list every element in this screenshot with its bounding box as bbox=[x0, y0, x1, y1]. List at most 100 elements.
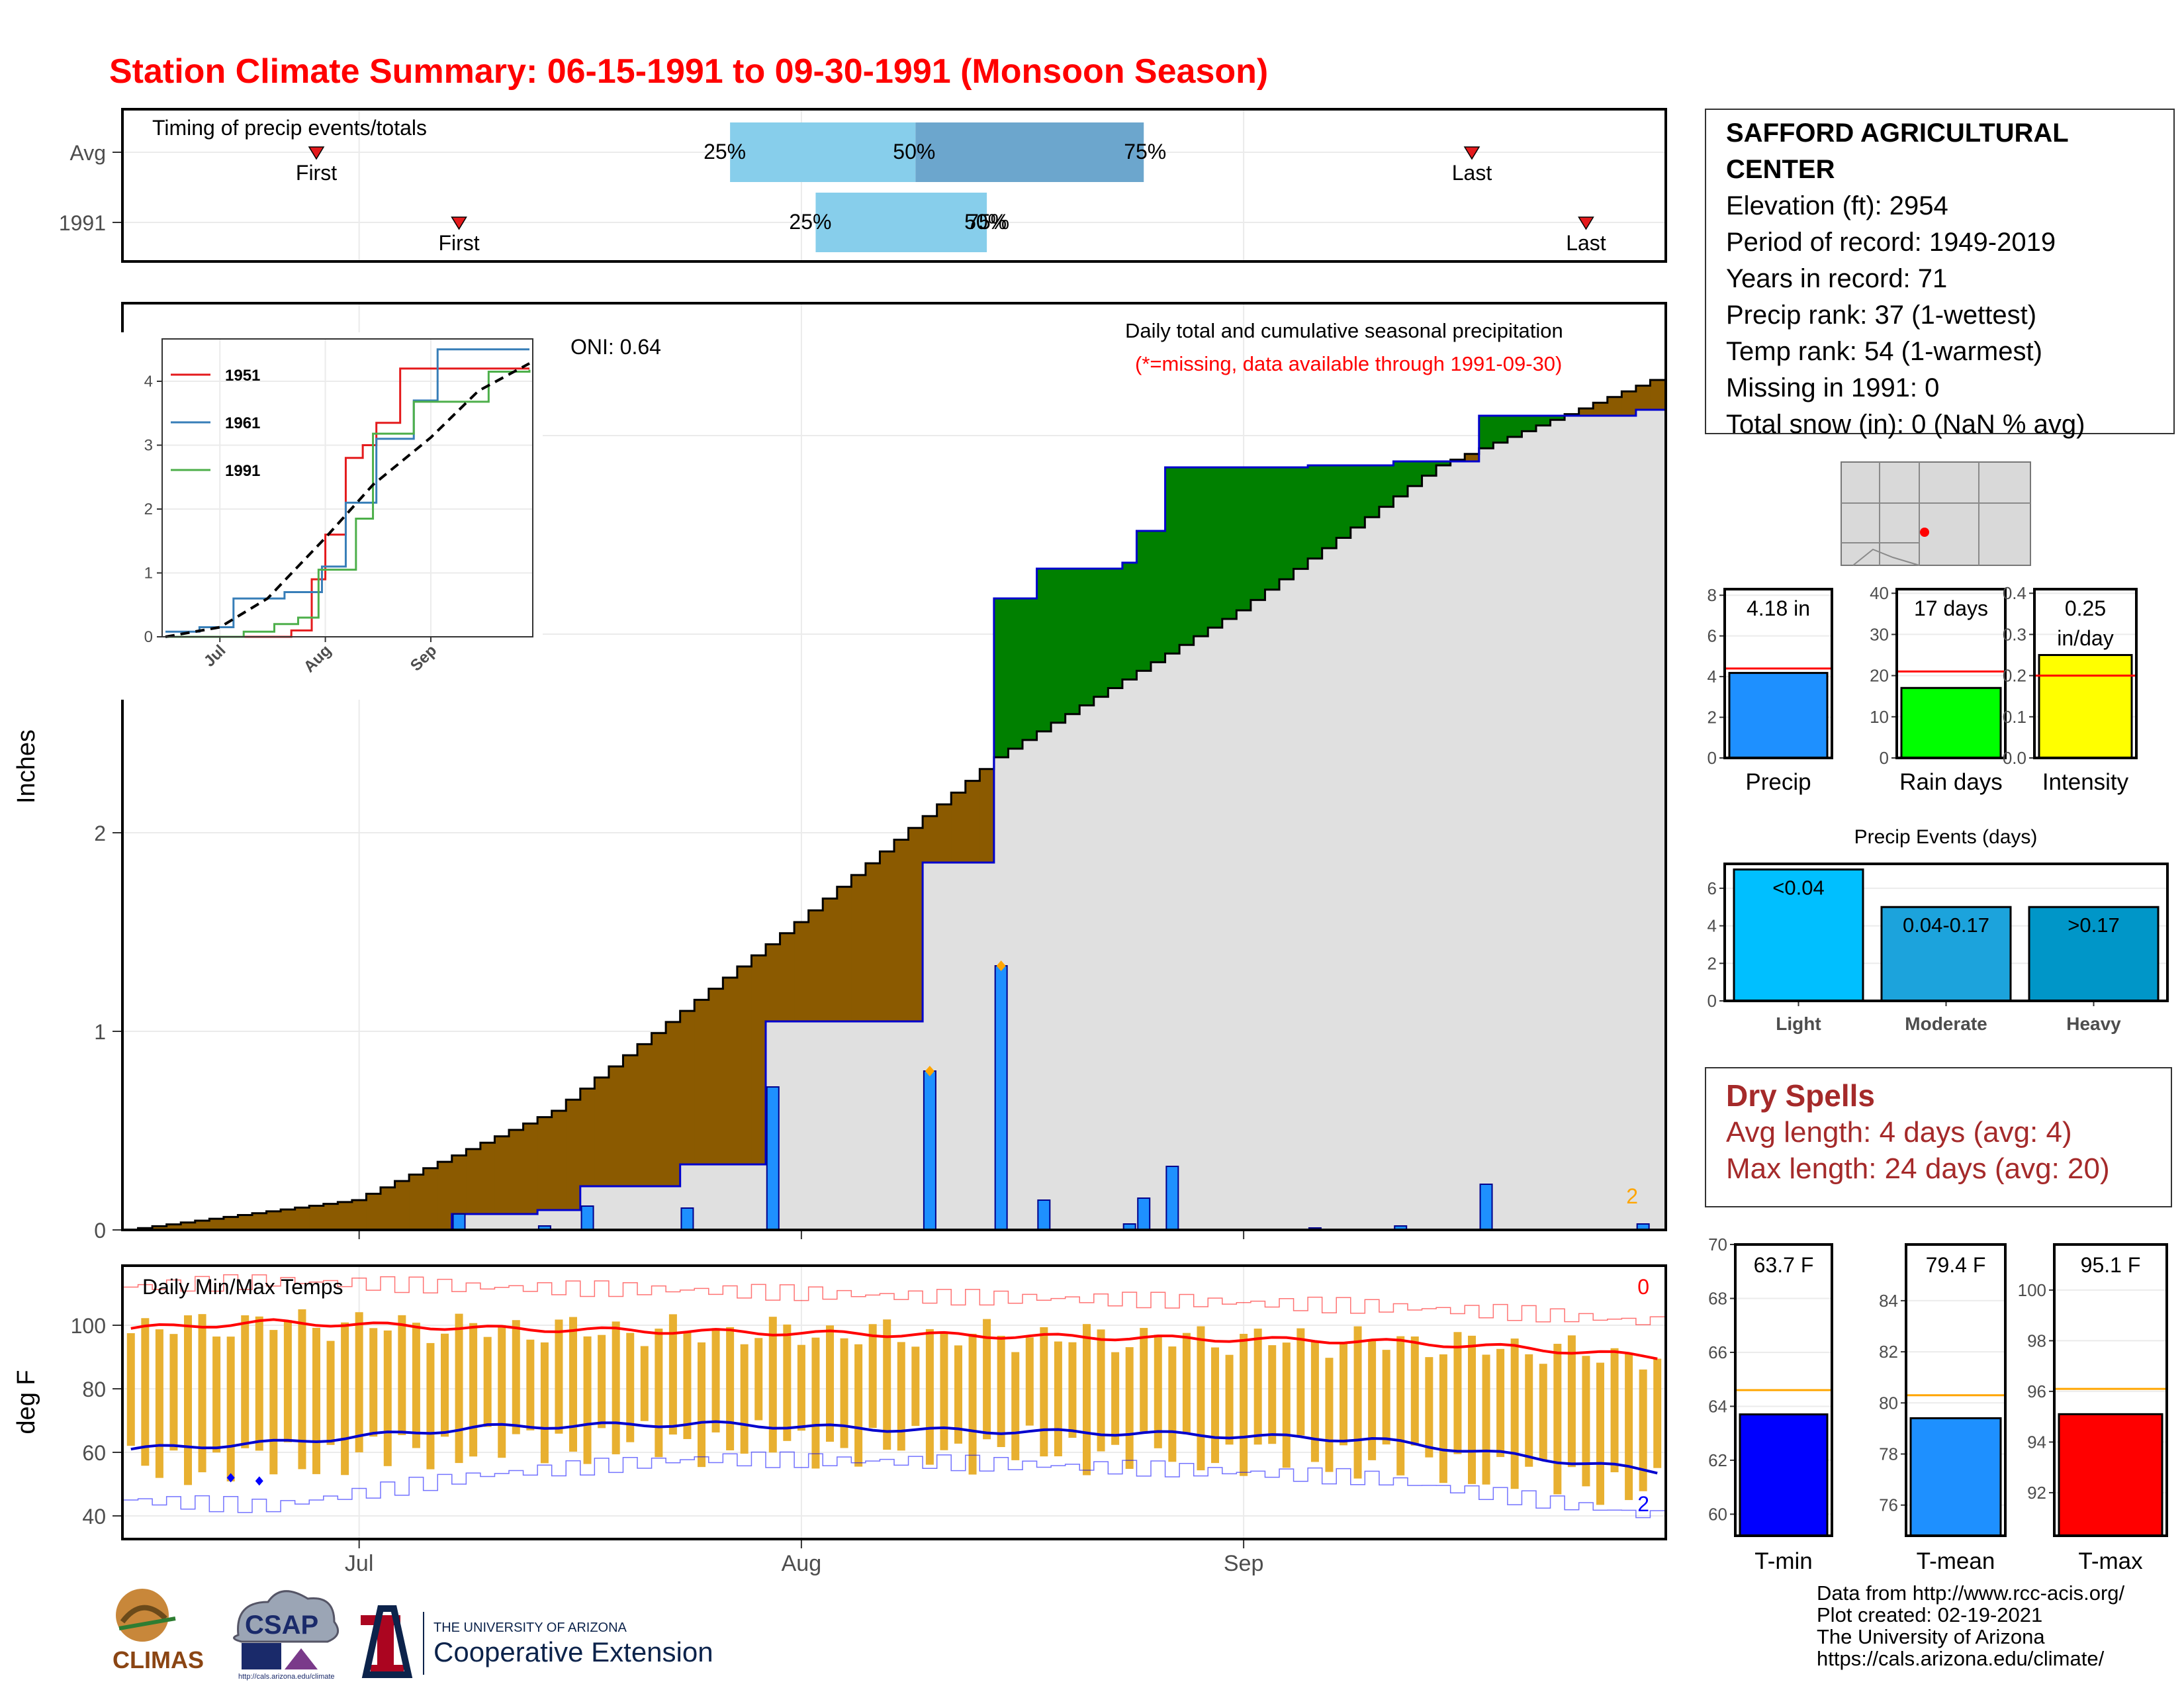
precip-below-avg-fill bbox=[523, 1123, 538, 1214]
temps-daily-bar bbox=[241, 1315, 250, 1448]
events-bar bbox=[2028, 906, 2160, 1002]
events-border bbox=[1723, 863, 2169, 1002]
precip-above-avg-fill bbox=[1408, 461, 1423, 487]
temps-daily-bar bbox=[1240, 1333, 1248, 1476]
timing-label-75: 75% bbox=[967, 210, 1009, 234]
temps-daily-bar bbox=[1140, 1328, 1148, 1432]
precip-above-avg-fill bbox=[1008, 598, 1023, 749]
dry-spells-box: Dry Spells Avg length: 4 days (avg: 4) M… bbox=[1705, 1067, 2172, 1207]
station-period: Period of record: 1949-2019 bbox=[1726, 228, 2056, 257]
temps-daily-bar bbox=[412, 1323, 420, 1448]
precip-panel: 0 1 2 3 4 Daily total and cumulative seasonal… bbox=[13, 302, 1667, 1243]
precip-below-avg-fill bbox=[295, 1207, 310, 1230]
precip-base-fill bbox=[637, 1186, 653, 1230]
precip-below-avg-fill bbox=[437, 1162, 453, 1230]
precip-daily-bar bbox=[1165, 1166, 1179, 1231]
temps-daily-bar bbox=[811, 1337, 820, 1469]
timing-first-marker bbox=[308, 146, 325, 160]
small-ytick-label: 0.4 bbox=[2003, 583, 2026, 603]
precip-daily-bar bbox=[680, 1207, 694, 1231]
inset-series-1961 bbox=[165, 348, 529, 633]
temps-daily-bar bbox=[1610, 1348, 1619, 1473]
logo-strip: CLIMAS CSAP http://cals.arizona.edu/clim… bbox=[113, 1589, 713, 1681]
precip-base-fill bbox=[837, 1021, 852, 1230]
precip-base-fill bbox=[880, 1021, 895, 1230]
precip-above-avg-fill bbox=[1308, 465, 1323, 559]
tsum-ytick-label: 100 bbox=[2018, 1280, 2046, 1300]
precip-below-avg-fill bbox=[894, 839, 909, 1021]
precip-above-avg-fill bbox=[1151, 531, 1166, 663]
precip-base-fill bbox=[1308, 558, 1323, 1230]
temps-daily-bar bbox=[854, 1344, 863, 1467]
temps-daily-bar bbox=[1310, 1340, 1319, 1462]
precip-base-fill bbox=[1621, 416, 1637, 1230]
events-bar-label: 0.04-0.17 bbox=[1903, 914, 1989, 937]
temps-daily-bar bbox=[868, 1324, 877, 1429]
precip-base-fill bbox=[1650, 410, 1665, 1230]
tsum-ytick-label: 64 bbox=[1708, 1396, 1727, 1416]
precip-base-fill bbox=[1550, 420, 1565, 1231]
precip-below-avg-fill bbox=[351, 1200, 367, 1230]
timing-row-label: 1991 bbox=[59, 211, 106, 235]
precip-base-fill bbox=[1578, 416, 1594, 1230]
precip-base-fill bbox=[979, 863, 995, 1230]
temps-daily-bar bbox=[1340, 1342, 1347, 1446]
small-ytick-label: 6 bbox=[1707, 626, 1717, 646]
precip-below-avg-fill bbox=[394, 1181, 410, 1230]
temps-daily-bar bbox=[783, 1324, 792, 1441]
timing-row-label: Avg bbox=[69, 141, 106, 165]
precip-below-avg-fill bbox=[152, 1226, 167, 1230]
precip-base-fill bbox=[1179, 645, 1195, 1230]
precip-base-fill bbox=[1293, 569, 1308, 1230]
precip-below-avg-fill bbox=[1635, 385, 1651, 410]
station-snow: Total snow (in): 0 (NaN % avg) bbox=[1726, 410, 2085, 439]
tsum-border bbox=[2053, 1243, 2168, 1537]
precip-corner-count: 2 bbox=[1626, 1184, 1638, 1208]
precip-below-avg-fill bbox=[594, 1077, 610, 1186]
precip-below-avg-fill bbox=[694, 1000, 709, 1164]
precip-below-avg-fill bbox=[223, 1217, 239, 1230]
temps-ytick-label: 40 bbox=[82, 1505, 106, 1528]
precip-base-fill bbox=[1365, 517, 1380, 1230]
precip-above-avg-fill bbox=[1122, 563, 1138, 680]
temps-daily-bar bbox=[126, 1333, 135, 1446]
temps-border bbox=[121, 1264, 1667, 1540]
precip-above-avg-fill bbox=[1436, 461, 1451, 465]
precip-above-avg-fill bbox=[1379, 465, 1394, 507]
small-value-unit: in/day bbox=[2057, 626, 2113, 650]
small-ytick-label: 0.2 bbox=[2003, 666, 2026, 686]
small-ytick-label: 4 bbox=[1707, 667, 1717, 686]
inset-ytick-label: 3 bbox=[144, 437, 153, 455]
events-ytick-label: 4 bbox=[1707, 916, 1717, 936]
small-category-label: Precip bbox=[1745, 769, 1811, 795]
precip-base-fill bbox=[936, 863, 952, 1230]
precip-below-avg-fill bbox=[908, 827, 923, 1021]
temps-xtick-label: Jul bbox=[345, 1551, 373, 1576]
precip-base-fill bbox=[1322, 548, 1337, 1231]
temps-daily-bar bbox=[1567, 1335, 1576, 1468]
temps-daily-bar bbox=[1639, 1369, 1647, 1491]
events-bar-label: >0.17 bbox=[2068, 914, 2119, 937]
temps-daily-bar bbox=[198, 1314, 206, 1473]
temps-bg bbox=[122, 1266, 1666, 1539]
precip-base-fill bbox=[951, 863, 966, 1230]
precip-below-avg-fill bbox=[509, 1129, 524, 1214]
temps-daily-bar bbox=[1297, 1328, 1305, 1436]
precip-above-avg-fill bbox=[1322, 465, 1337, 549]
tsum-ytick-label: 92 bbox=[2027, 1483, 2046, 1503]
station-precip-rank: Precip rank: 37 (1-wettest) bbox=[1726, 301, 2037, 330]
precip-base-fill bbox=[851, 1021, 866, 1230]
temps-daily-bar bbox=[1197, 1326, 1205, 1471]
temps-daily-bar bbox=[1482, 1354, 1490, 1485]
timing-last-marker bbox=[1463, 146, 1480, 160]
temps-record-low-marker bbox=[226, 1473, 235, 1483]
temps-daily-bar bbox=[1125, 1347, 1134, 1469]
station-years: Years in record: 71 bbox=[1726, 264, 1948, 293]
events-title: Precip Events (days) bbox=[1854, 826, 2038, 848]
precip-base-fill bbox=[651, 1186, 666, 1230]
precip-ytick-label: 1 bbox=[94, 1020, 106, 1044]
precip-below-avg-fill bbox=[480, 1143, 496, 1214]
locator-map bbox=[1841, 461, 2031, 566]
precip-daily-bar bbox=[1479, 1184, 1493, 1231]
temps-daily-bar bbox=[1539, 1364, 1547, 1460]
